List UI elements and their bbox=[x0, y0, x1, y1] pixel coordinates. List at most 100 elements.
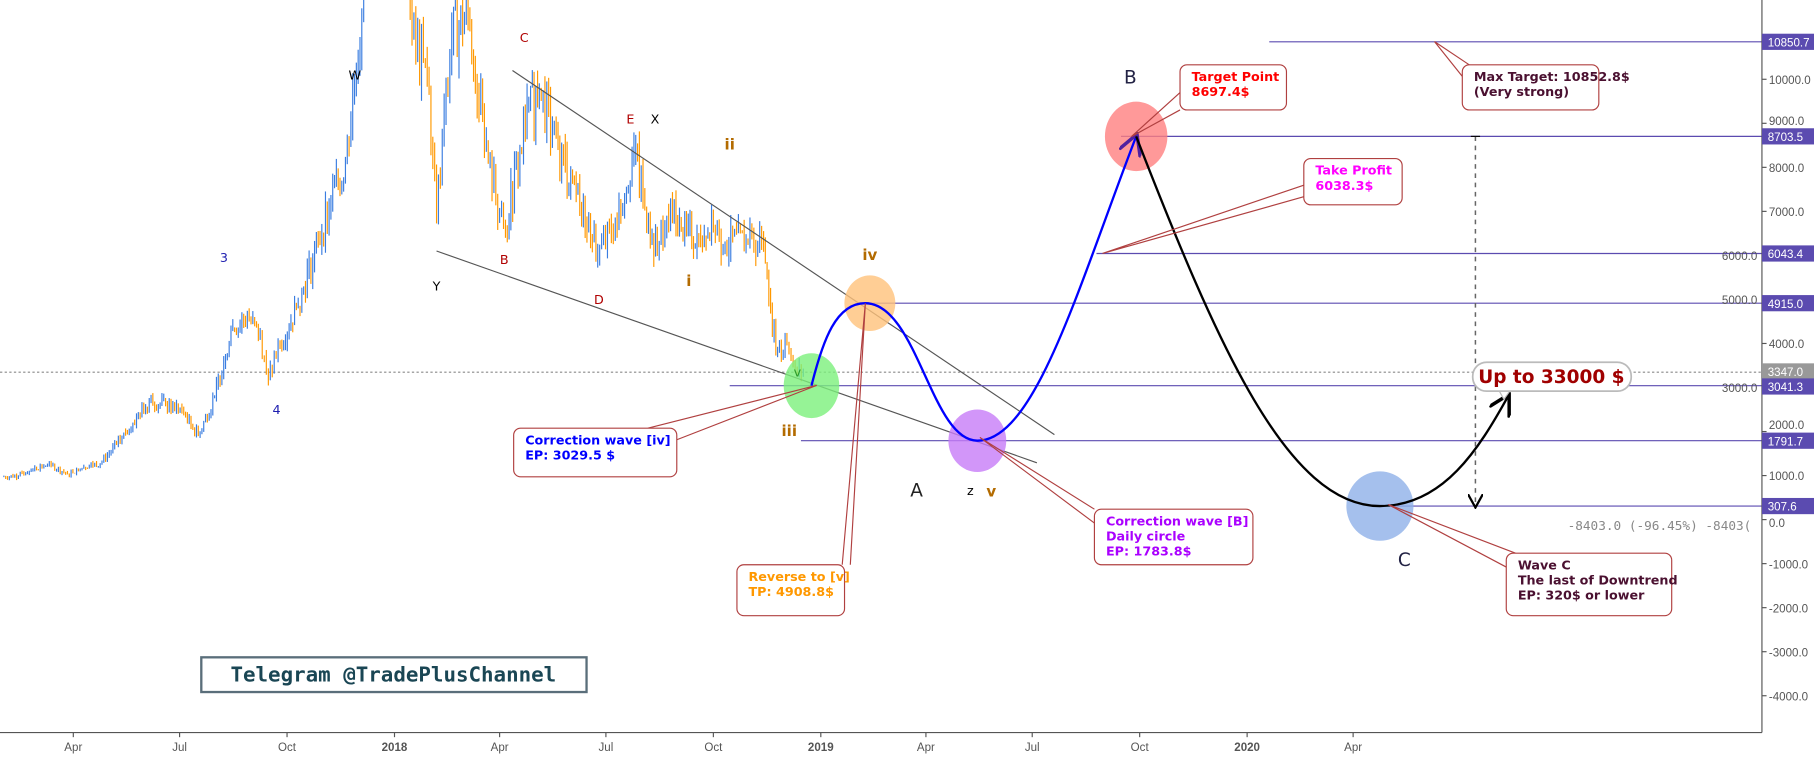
price-badge-label: 307.6 bbox=[1768, 502, 1797, 514]
trendline[interactable] bbox=[436, 250, 1038, 464]
pill-box bbox=[1471, 361, 1633, 393]
callout-pointer bbox=[1387, 504, 1516, 568]
callout-text: EP: 3029.5 $ bbox=[525, 447, 615, 462]
price-badge-label: 4915.0 bbox=[1768, 299, 1803, 311]
callout-text: 6038.3$ bbox=[1315, 178, 1373, 193]
wave-label: A bbox=[910, 481, 923, 502]
wave-label: v bbox=[986, 483, 996, 501]
wave-label: i bbox=[686, 272, 691, 290]
black-projection-path[interactable] bbox=[1135, 135, 1508, 508]
wave-label: B bbox=[500, 252, 509, 267]
price-tick-label: 1000.0 bbox=[1769, 471, 1804, 483]
time-tick-label: 2019 bbox=[808, 742, 834, 754]
time-tick-label: Apr bbox=[1344, 742, 1362, 754]
price-tick-label: 7000.0 bbox=[1769, 207, 1804, 219]
blue-projection-path[interactable] bbox=[810, 136, 1136, 442]
callout-text: Daily circle bbox=[1106, 528, 1186, 543]
callout-text: Wave C bbox=[1518, 557, 1571, 572]
trendline[interactable] bbox=[512, 69, 1055, 436]
measure-label: -8403.0 (-96.45%) -8403( bbox=[1568, 518, 1752, 533]
price-badge bbox=[1761, 432, 1814, 449]
callout-text: TP: 4908.8$ bbox=[749, 584, 834, 599]
price-badge bbox=[1761, 33, 1814, 50]
wave-label: v bbox=[794, 364, 802, 379]
callout-reverse-v[interactable]: Reverse to [v]TP: 4908.8$ bbox=[736, 303, 866, 617]
time-tick-label: Jul bbox=[599, 742, 614, 754]
callout-box bbox=[736, 564, 846, 617]
up-to-text: Up to 33000 $ bbox=[1478, 367, 1624, 388]
callout-max-target[interactable]: Max Target: 10852.8$(Very strong) bbox=[1434, 41, 1630, 111]
callout-box bbox=[1093, 508, 1254, 566]
callout-pointer bbox=[1102, 184, 1304, 254]
price-badge-label: 3347.0 bbox=[1768, 367, 1803, 379]
time-tick-label: Apr bbox=[64, 742, 82, 754]
price-tick-label: -3000.0 bbox=[1769, 647, 1808, 659]
callout-pointer bbox=[647, 384, 817, 441]
watermark-box bbox=[200, 656, 588, 694]
price-tick-label: 0.0 bbox=[1769, 518, 1785, 530]
callout-text: Take Profit bbox=[1315, 163, 1392, 178]
price-axis[interactable]: 10000.0 9000.0 8000.0 7000.0 6000.0 5000.0 400… bbox=[1722, 33, 1814, 704]
callout-text: Reverse to [v] bbox=[749, 569, 850, 584]
price-tick-label: 3000.0 bbox=[1722, 383, 1757, 395]
wave-label: X bbox=[651, 111, 660, 126]
wave-label: B bbox=[1124, 68, 1137, 89]
callout-correction-iv[interactable]: Correction wave [iv]EP: 3029.5 $ bbox=[513, 384, 817, 478]
callout-pointer bbox=[841, 303, 866, 565]
callout-text: Correction wave [iv] bbox=[525, 432, 670, 447]
time-tick-label: Oct bbox=[704, 742, 723, 754]
wave-label: 4 bbox=[272, 402, 280, 417]
callout-text: Target Point bbox=[1192, 69, 1280, 84]
price-badge bbox=[1761, 378, 1814, 395]
price-tick-label: -4000.0 bbox=[1769, 691, 1808, 703]
telegram-text: Telegram @TradePlusChannel bbox=[230, 663, 556, 687]
time-tick-label: 2018 bbox=[382, 742, 408, 754]
price-tick-label: 2000.0 bbox=[1769, 420, 1804, 432]
price-badge-label: 8703.5 bbox=[1768, 132, 1803, 144]
wave-label: ii bbox=[725, 136, 735, 154]
callout-text: EP: 1783.8$ bbox=[1106, 543, 1191, 558]
price-badge-label: 3041.3 bbox=[1768, 382, 1803, 394]
callout-text: EP: 320$ or lower bbox=[1518, 587, 1645, 602]
telegram-watermark: Telegram @TradePlusChannel bbox=[200, 656, 588, 694]
time-tick-label: Jul bbox=[172, 742, 187, 754]
time-tick-label: Apr bbox=[917, 742, 935, 754]
price-tick-label: -2000.0 bbox=[1769, 603, 1808, 615]
callout-box bbox=[1303, 157, 1403, 206]
time-axis[interactable]: Apr Jul Oct 2018 Apr Jul Oct 2019 Apr Jul Oct 2020 A… bbox=[64, 732, 1362, 755]
callout-text: Correction wave [B] bbox=[1106, 513, 1248, 528]
price-badge bbox=[1761, 128, 1814, 145]
up-to-33000-label[interactable]: Up to 33000 $ bbox=[1471, 361, 1633, 401]
callout-text: (Very strong) bbox=[1474, 84, 1569, 99]
wave-label: D bbox=[594, 292, 604, 307]
price-badge bbox=[1761, 497, 1814, 515]
wave-label: iii bbox=[782, 422, 797, 440]
wave-label: Y bbox=[432, 279, 441, 294]
callout-pointer bbox=[979, 436, 1095, 524]
wave-label: C bbox=[520, 30, 529, 45]
callout-text: Max Target: 10852.8$ bbox=[1474, 69, 1630, 84]
wave-label: E bbox=[626, 111, 634, 126]
callout-text: The last of Downtrend bbox=[1518, 572, 1678, 587]
callout-box bbox=[1461, 64, 1600, 111]
price-tick-label: -1000.0 bbox=[1769, 559, 1808, 571]
time-tick-label: 2020 bbox=[1234, 742, 1260, 754]
price-tick-label: 6000.0 bbox=[1722, 251, 1757, 263]
callout-box bbox=[513, 427, 678, 478]
time-tick-label: Jul bbox=[1025, 742, 1040, 754]
price-badge-label: 10850.7 bbox=[1768, 37, 1810, 49]
callout-box bbox=[1505, 552, 1673, 617]
wave-label: C bbox=[1398, 550, 1411, 571]
plot-area[interactable]: -8403.0 (-96.45%) -8403(WCE Xiiiv3YBDi4vi… bbox=[0, 0, 1762, 571]
price-tick-label: 5000.0 bbox=[1722, 295, 1757, 307]
callout-pointer bbox=[1131, 92, 1181, 138]
price-badge-label: 1791.7 bbox=[1768, 436, 1803, 448]
wave-label: 3 bbox=[220, 250, 228, 265]
annotations-layer: Correction wave [iv]EP: 3029.5 $Reverse … bbox=[513, 41, 1678, 617]
price-tick-label: 4000.0 bbox=[1769, 339, 1804, 351]
